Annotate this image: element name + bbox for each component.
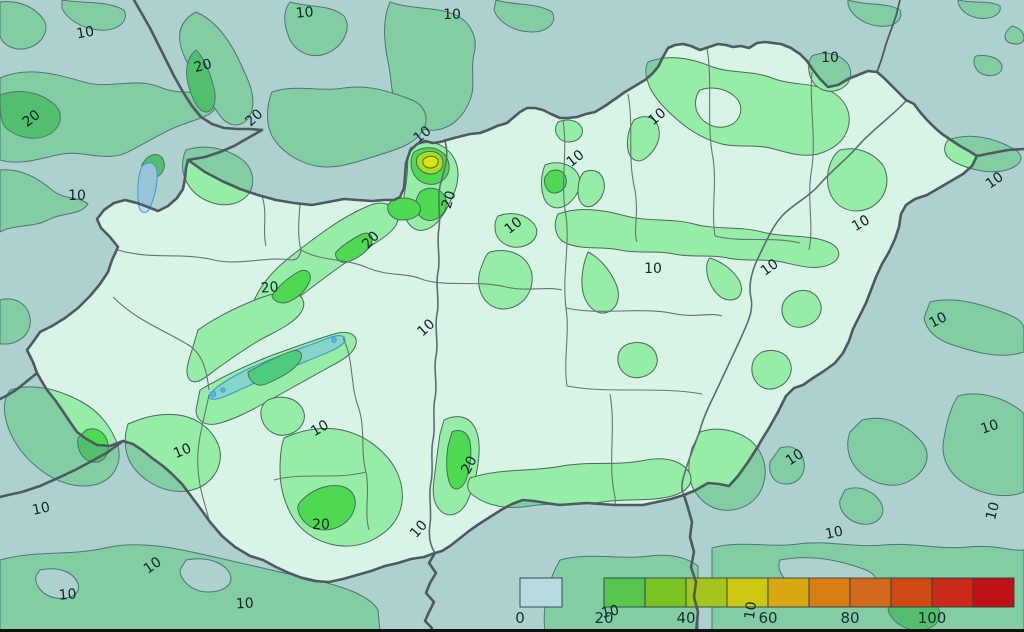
border-croatia-serbia <box>423 551 438 632</box>
legend-tick: 100 <box>918 609 947 627</box>
lake-spot <box>331 337 337 343</box>
lake-spot <box>220 387 226 393</box>
contour-label: 20 <box>260 279 279 296</box>
legend-cell <box>890 577 933 608</box>
legend-tick: 60 <box>758 609 777 627</box>
county-borders <box>112 47 814 531</box>
border-slovakia-ukraine <box>876 0 901 73</box>
contour-label: 10 <box>295 4 314 21</box>
contour-label: 10 <box>849 212 872 235</box>
contour-label: 10 <box>926 309 949 331</box>
legend-cell <box>603 577 646 608</box>
lake-balaton-green-core <box>247 350 303 386</box>
border-austria-slovenia <box>0 371 39 401</box>
contour-label: 10 <box>75 24 95 43</box>
contour-label: 20 <box>192 56 213 76</box>
legend-tick: 0 <box>515 609 525 627</box>
legend-tick: 40 <box>676 609 695 627</box>
contour-label: 20 <box>439 189 460 211</box>
border-slovenia-croatia <box>0 439 125 499</box>
contour-label: 20 <box>458 453 480 476</box>
contour-label: 10 <box>443 7 461 23</box>
contour-label: 10 <box>979 417 1001 438</box>
contour-label: 10 <box>58 586 77 603</box>
contour-label: 10 <box>235 596 254 613</box>
legend-cell <box>931 577 974 608</box>
contour-label: 10 <box>308 417 331 440</box>
lake-spot <box>209 390 217 398</box>
bottom-edge <box>0 629 1024 632</box>
legend-cell <box>972 577 1015 608</box>
rain-band-40-50 <box>422 155 439 169</box>
legend-cell <box>849 577 892 608</box>
contour-label: 10 <box>600 602 621 621</box>
contour-label: 10 <box>821 50 839 66</box>
lakes <box>137 162 346 400</box>
contour-label: 10 <box>644 261 662 277</box>
rivers <box>428 100 907 554</box>
contour-label: 10 <box>171 441 194 463</box>
legend-colorbar <box>519 577 1015 608</box>
contour-label: 10 <box>824 523 845 542</box>
legend-cell <box>808 577 851 608</box>
border-danube-bratislava <box>186 128 264 162</box>
legend-tick: 80 <box>840 609 859 627</box>
border-serbia-romania <box>682 493 700 632</box>
contour-label: 10 <box>983 500 1003 521</box>
legend-cell <box>726 577 769 608</box>
contour-label: 20 <box>312 517 330 533</box>
river-tisza <box>681 100 907 496</box>
contour-label: 10 <box>742 601 760 621</box>
legend-cell <box>519 577 563 608</box>
legend-cell <box>767 577 810 608</box>
contour-label: 10 <box>31 499 52 518</box>
legend-cell <box>644 577 687 608</box>
legend-tick: 20 <box>594 609 613 627</box>
legend-cell <box>685 577 728 608</box>
contour-label: 10 <box>68 188 86 204</box>
border-ukraine-romania <box>975 147 1024 158</box>
river-danube <box>428 140 448 554</box>
hungary-border <box>25 40 979 584</box>
border-austria-slovakia <box>132 0 264 132</box>
legend-tick-labels: 0 20 40 60 80 100 <box>515 609 946 627</box>
